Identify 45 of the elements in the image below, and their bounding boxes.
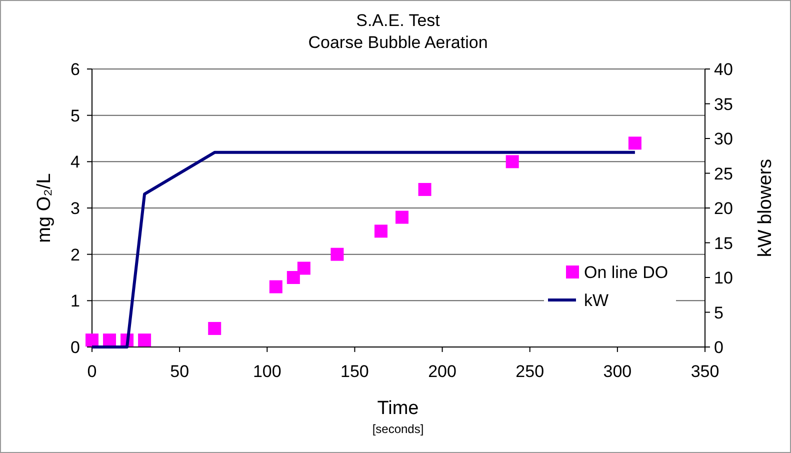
y2-tick-label: 40	[714, 60, 733, 79]
y-tick-label: 4	[70, 152, 80, 172]
y2-tick-label: 25	[714, 164, 733, 184]
point	[330, 248, 344, 261]
y-tick-label: 2	[70, 245, 80, 264]
y2-tick-label: 35	[714, 94, 733, 114]
point	[418, 182, 432, 196]
y-tick-label: 1	[70, 292, 80, 311]
chart-subtitle: Coarse Bubble Aeration	[308, 33, 488, 52]
point	[374, 224, 388, 238]
point	[506, 155, 519, 168]
y-tick-label: 5	[70, 106, 80, 126]
y-axis-title: mg O₂/L	[34, 173, 55, 243]
y2-tick-label: 30	[714, 130, 733, 148]
point	[86, 334, 98, 347]
x-tick-label: 300	[603, 362, 632, 381]
y-tick-label: 6	[70, 60, 80, 79]
point	[286, 271, 300, 284]
y2-tick-label: 15	[714, 234, 733, 253]
y-tick-label: 3	[70, 199, 80, 218]
x-tick-label: 150	[340, 362, 369, 381]
point	[138, 334, 152, 347]
y2-axis-title: kW blowers	[755, 158, 776, 258]
legend-label: On line DO	[584, 263, 668, 282]
y2-tick-label: 10	[714, 268, 733, 288]
x-tick-label: 100	[252, 362, 282, 381]
y2-tick-label: 5	[714, 303, 724, 322]
y2-tick-label: 20	[714, 199, 733, 218]
x-tick-label: 0	[87, 362, 97, 381]
x-tick-label: 250	[516, 362, 544, 381]
y-tick-label: 0	[70, 338, 80, 357]
x-tick-label: 350	[690, 362, 720, 381]
text: [seconds]	[372, 422, 424, 436]
y2-tick-label: 0	[714, 338, 724, 357]
chart-title: S.A.E. Test	[356, 11, 440, 30]
legend-label: kW	[584, 291, 609, 310]
point	[269, 280, 282, 294]
x-axis-title: Time	[377, 398, 419, 419]
point	[396, 210, 409, 224]
x-tick-label: 200	[428, 362, 456, 381]
point	[628, 136, 642, 150]
point	[297, 262, 310, 275]
x-tick-label: 50	[170, 362, 190, 381]
point	[208, 322, 222, 335]
point	[103, 334, 116, 347]
